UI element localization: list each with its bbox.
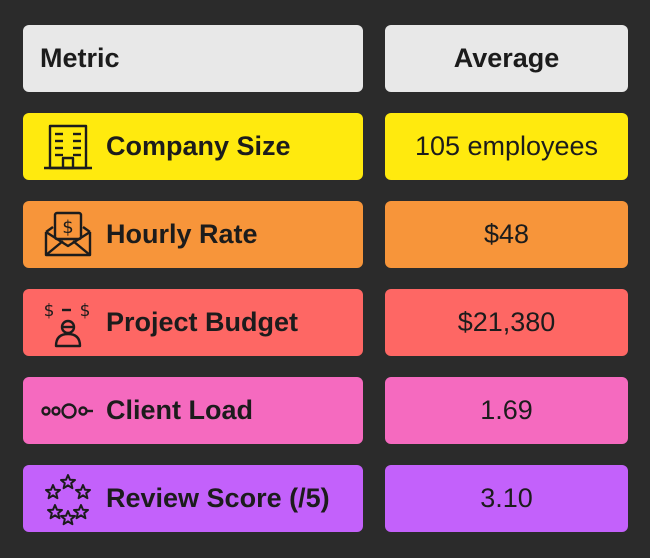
- stars-icon: [40, 471, 96, 527]
- row-project-budget-label: Project Budget: [106, 307, 299, 337]
- office-building-icon: [40, 119, 96, 175]
- row-hourly-rate-metric: $ Hourly Rate: [23, 201, 363, 268]
- svg-text:$: $: [62, 217, 73, 238]
- header-average-label: Average: [453, 43, 560, 73]
- row-review-score-metric: Review Score (/5): [23, 465, 363, 532]
- header-average: Average: [385, 25, 628, 92]
- row-client-load-value-cell: 1.69: [385, 377, 628, 444]
- row-hourly-rate-value: $48: [483, 219, 530, 249]
- row-client-load-metric: Client Load: [23, 377, 363, 444]
- row-project-budget-metric: $ $ Project Budget: [23, 289, 363, 356]
- circles-load-icon: [40, 383, 96, 439]
- svg-text:$: $: [44, 301, 55, 321]
- row-client-load-label: Client Load: [106, 395, 253, 425]
- row-hourly-rate-label: Hourly Rate: [106, 219, 258, 249]
- row-review-score-value: 3.10: [480, 483, 533, 513]
- row-company-size-value-cell: 105 employees: [385, 113, 628, 180]
- svg-text:$: $: [80, 301, 91, 321]
- row-company-size-value: 105 employees: [414, 131, 599, 161]
- row-project-budget-value: $21,380: [457, 307, 556, 337]
- envelope-dollar-icon: $: [40, 207, 96, 263]
- row-company-size-metric: Company Size: [23, 113, 363, 180]
- header-metric: Metric: [23, 25, 363, 92]
- header-metric-label: Metric: [40, 43, 120, 73]
- row-hourly-rate-value-cell: $48: [385, 201, 628, 268]
- row-project-budget-value-cell: $21,380: [385, 289, 628, 356]
- person-money-icon: $ $: [40, 295, 96, 351]
- row-company-size-label: Company Size: [106, 131, 291, 161]
- row-review-score-label: Review Score (/5): [106, 483, 330, 513]
- row-client-load-value: 1.69: [480, 395, 533, 425]
- row-review-score-value-cell: 3.10: [385, 465, 628, 532]
